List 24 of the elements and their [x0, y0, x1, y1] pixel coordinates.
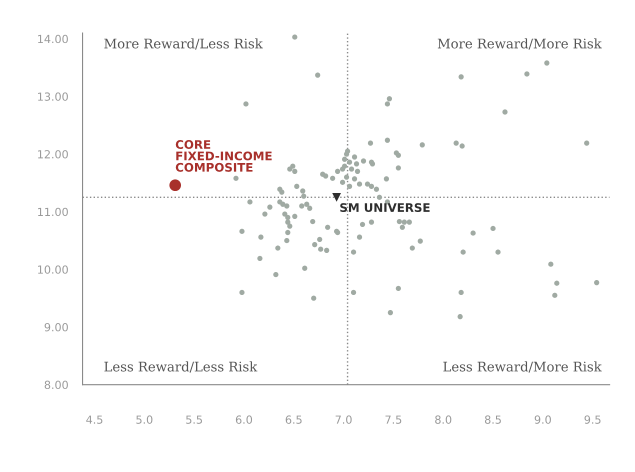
annotation: More Reward/Less Risk: [104, 38, 263, 50]
x-tick-label: 9.5: [584, 415, 601, 424]
series-label: SM UNIVERSE: [340, 203, 430, 212]
y-tick-label: 12.00: [38, 150, 68, 158]
x-tick-label: 6.0: [236, 415, 252, 424]
y-tick-label: 8.00: [44, 380, 68, 390]
x-tick-label: 4.5: [86, 416, 102, 424]
y-tick-label: 9.00: [44, 323, 68, 332]
x-tick-label: 7.5: [385, 416, 402, 424]
x-tick-label: 9.0: [534, 415, 551, 424]
annotation: Less Reward/Less Risk: [104, 361, 258, 373]
x-tick-label: 5.0: [136, 415, 152, 424]
y-tick-label: 13.00: [38, 92, 68, 101]
y-tick-label: 11.00: [38, 208, 68, 216]
annotation: More Reward/More Risk: [438, 38, 602, 50]
y-tick-label: 14.00: [38, 34, 68, 44]
x-tick-label: 8.0: [435, 415, 452, 424]
x-tick-label: 6.5: [286, 415, 302, 424]
annotation: Less Reward/More Risk: [443, 361, 602, 373]
x-tick-label: 5.5: [186, 416, 202, 424]
series-label: CORE FIXED-INCOME COMPOSITE: [176, 140, 272, 172]
y-tick-label: 10.00: [38, 265, 68, 274]
x-tick-label: 8.5: [484, 415, 501, 424]
x-tick-label: 7.0: [336, 415, 352, 424]
